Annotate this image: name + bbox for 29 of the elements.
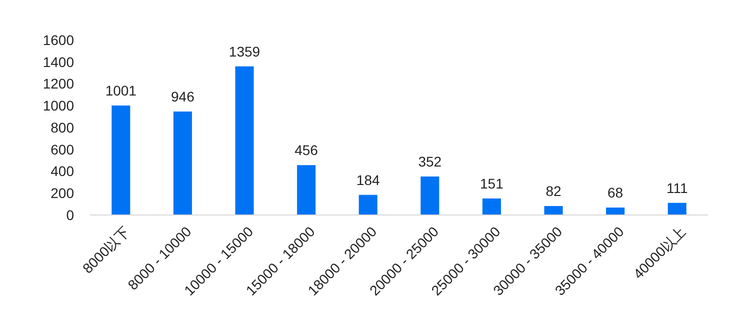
data-label: 456	[294, 142, 318, 158]
data-label: 1001	[105, 82, 137, 99]
y-tick-label: 1400	[42, 54, 74, 70]
data-label: 946	[171, 88, 195, 105]
bar	[420, 176, 440, 215]
data-label: 111	[666, 180, 688, 196]
bar	[235, 66, 254, 215]
y-tick-label: 600	[50, 141, 74, 158]
data-label: 1359	[228, 43, 260, 60]
data-label: 184	[356, 172, 380, 188]
data-label: 82	[546, 183, 562, 200]
y-tick-label: 1200	[42, 76, 74, 92]
data-label: 68	[608, 184, 624, 201]
y-tick-label: 1600	[42, 32, 74, 48]
bar	[297, 165, 316, 215]
bar	[668, 202, 686, 215]
bar	[358, 194, 378, 215]
y-tick-label: 0	[66, 206, 74, 223]
data-label: 151	[480, 175, 504, 192]
bar	[606, 208, 625, 215]
y-tick-label: 800	[50, 119, 74, 136]
bar	[173, 112, 192, 215]
bar	[112, 106, 130, 215]
y-tick-label: 400	[50, 163, 74, 180]
bar	[482, 198, 501, 215]
bar	[544, 206, 563, 215]
y-tick-label: 200	[50, 185, 74, 202]
data-label: 352	[418, 154, 442, 170]
y-tick-label: 1000	[42, 98, 74, 114]
